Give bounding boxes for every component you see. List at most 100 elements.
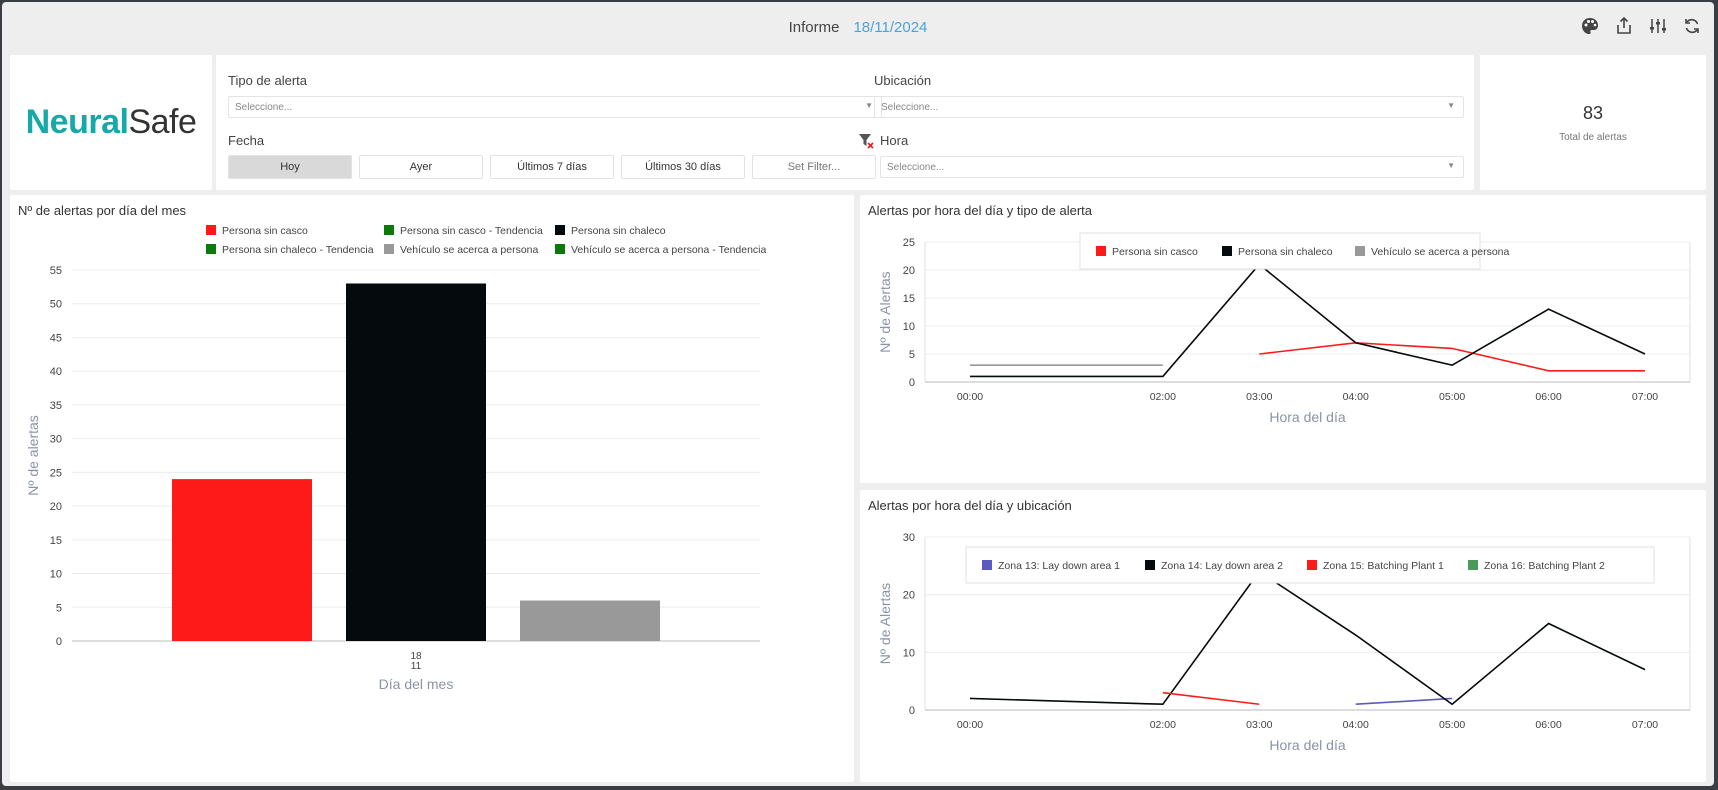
y-axis-label: Nº de Alertas	[877, 271, 893, 352]
y-tick-label: 30	[50, 434, 62, 446]
x-tick-label: 02:00	[1150, 719, 1176, 731]
x-tick-label: 18	[410, 651, 422, 662]
x-tick-label: 07:00	[1632, 391, 1658, 403]
legend-swatch	[206, 225, 216, 235]
chart-title: Alertas por hora del día y ubicación	[868, 498, 1072, 513]
legend-label: Persona sin chaleco	[571, 225, 666, 237]
date-yesterday-button[interactable]: Ayer	[359, 155, 483, 179]
legend-swatch	[1468, 560, 1478, 570]
y-tick-label: 0	[909, 705, 915, 717]
x-axis-label: Hora del día	[1269, 737, 1345, 753]
bar	[172, 479, 312, 641]
toolbar	[1580, 16, 1702, 36]
y-tick-label: 35	[50, 400, 62, 412]
bar	[346, 283, 486, 641]
x-tick-label: 11	[411, 661, 422, 672]
alerts-by-hour-location-chart: 0 10 20 30 00:00 02:00 03:00 04:00 05:00 06:00 07:…	[877, 532, 1691, 753]
y-tick-label: 15	[50, 535, 62, 547]
clear-filter-icon[interactable]	[858, 133, 874, 149]
x-tick-label: 03:00	[1246, 391, 1272, 403]
x-axis-label: Día del mes	[379, 676, 454, 692]
series-line	[969, 570, 1646, 706]
y-axis-label: Nº de alertas	[25, 415, 41, 496]
y-tick-label: 0	[909, 377, 915, 389]
legend-swatch	[555, 225, 565, 235]
y-tick-label: 0	[56, 636, 62, 648]
location-select[interactable]: Seleccione... ▼	[874, 96, 1464, 118]
legend-label: Vehículo se acerca a persona	[1371, 246, 1510, 258]
set-filter-button[interactable]: Set Filter...	[752, 155, 876, 179]
legend-swatch	[1307, 560, 1317, 570]
alerts-by-hour-type-panel: Alertas por hora del día y tipo de alert…	[860, 195, 1706, 483]
title-bar: Informe 18/11/2024	[2, 2, 1714, 52]
legend-swatch	[384, 244, 394, 254]
palette-icon[interactable]	[1580, 16, 1600, 36]
location-label: Ubicación	[874, 73, 932, 88]
legend-label: Persona sin casco - Tendencia	[400, 225, 543, 237]
y-tick-label: 55	[50, 265, 62, 277]
legend-label: Vehículo se acerca a persona	[400, 244, 539, 256]
y-tick-label: 25	[903, 237, 915, 249]
alert-type-select[interactable]: Seleccione... ▼	[228, 96, 882, 118]
legend-label: Persona sin chaleco - Tendencia	[222, 244, 374, 256]
legend-label: Zona 16: Batching Plant 2	[1484, 560, 1605, 572]
y-tick-label: 5	[56, 602, 62, 614]
y-tick-label: 20	[903, 265, 915, 277]
refresh-icon[interactable]	[1682, 16, 1702, 36]
legend-swatch	[555, 244, 565, 254]
sliders-icon[interactable]	[1648, 16, 1668, 36]
total-alerts-value: 83	[1582, 102, 1604, 123]
logo: NeuralSafe	[25, 103, 197, 141]
chart-title: Alertas por hora del día y tipo de alert…	[868, 203, 1093, 218]
y-tick-label: 20	[50, 501, 62, 513]
chart-title: Nº de alertas por día del mes	[18, 203, 187, 218]
y-tick-label: 50	[50, 299, 62, 311]
chevron-down-icon: ▼	[1447, 161, 1455, 170]
report-title: Informe	[788, 18, 840, 36]
hour-select[interactable]: Seleccione... ▼	[880, 156, 1464, 178]
x-tick-label: 03:00	[1246, 719, 1272, 731]
y-tick-label: 10	[903, 647, 915, 659]
legend-label: Zona 15: Batching Plant 1	[1323, 560, 1444, 572]
logo-panel: NeuralSafe	[10, 55, 212, 190]
alerts-by-hour-type-chart: 0 5 10 15 20 25 00:00 02:00 03:00 04:00 05:00 06:00…	[877, 232, 1691, 425]
alert-type-label: Tipo de alerta	[228, 73, 308, 88]
series-line	[970, 263, 1646, 378]
y-tick-label: 25	[50, 467, 62, 479]
total-alerts-card: 83 Total de alertas	[1480, 55, 1706, 190]
legend-swatch	[982, 560, 992, 570]
bar	[520, 600, 660, 641]
y-axis-label: Nº de Alertas	[877, 583, 893, 664]
x-tick-label: 05:00	[1439, 391, 1465, 403]
legend-swatch	[384, 225, 394, 235]
x-axis-label: Hora del día	[1269, 409, 1345, 425]
chevron-down-icon: ▼	[865, 101, 873, 110]
legend-label: Persona sin chaleco	[1238, 246, 1333, 258]
series-line	[1355, 697, 1453, 706]
x-tick-label: 04:00	[1343, 719, 1369, 731]
series-line	[1259, 341, 1645, 372]
alerts-per-day-panel: Nº de alertas por día del mes 0 5 10 15 20 25…	[10, 195, 854, 782]
date-today-button[interactable]: Hoy	[228, 155, 352, 179]
filters-panel: Tipo de alerta Seleccione... ▼ Ubicación …	[216, 55, 1474, 190]
x-tick-label: 05:00	[1439, 719, 1465, 731]
y-tick-label: 10	[50, 569, 62, 581]
report-date: 18/11/2024	[853, 18, 928, 36]
y-tick-label: 15	[903, 293, 915, 305]
date-last30-button[interactable]: Últimos 30 días	[621, 155, 745, 179]
legend-swatch	[1096, 246, 1106, 256]
date-last7-button[interactable]: Últimos 7 días	[490, 155, 614, 179]
legend-label: Zona 13: Lay down area 1	[998, 560, 1120, 572]
y-tick-label: 45	[50, 332, 62, 344]
y-tick-label: 30	[903, 532, 915, 544]
x-tick-label: 06:00	[1535, 391, 1561, 403]
share-icon[interactable]	[1614, 16, 1634, 36]
legend-box	[1079, 232, 1481, 270]
legend-swatch	[206, 244, 216, 254]
x-tick-label: 02:00	[1150, 391, 1176, 403]
x-tick-label: 04:00	[1343, 391, 1369, 403]
y-tick-label: 10	[903, 321, 915, 333]
y-tick-label: 5	[909, 349, 915, 361]
